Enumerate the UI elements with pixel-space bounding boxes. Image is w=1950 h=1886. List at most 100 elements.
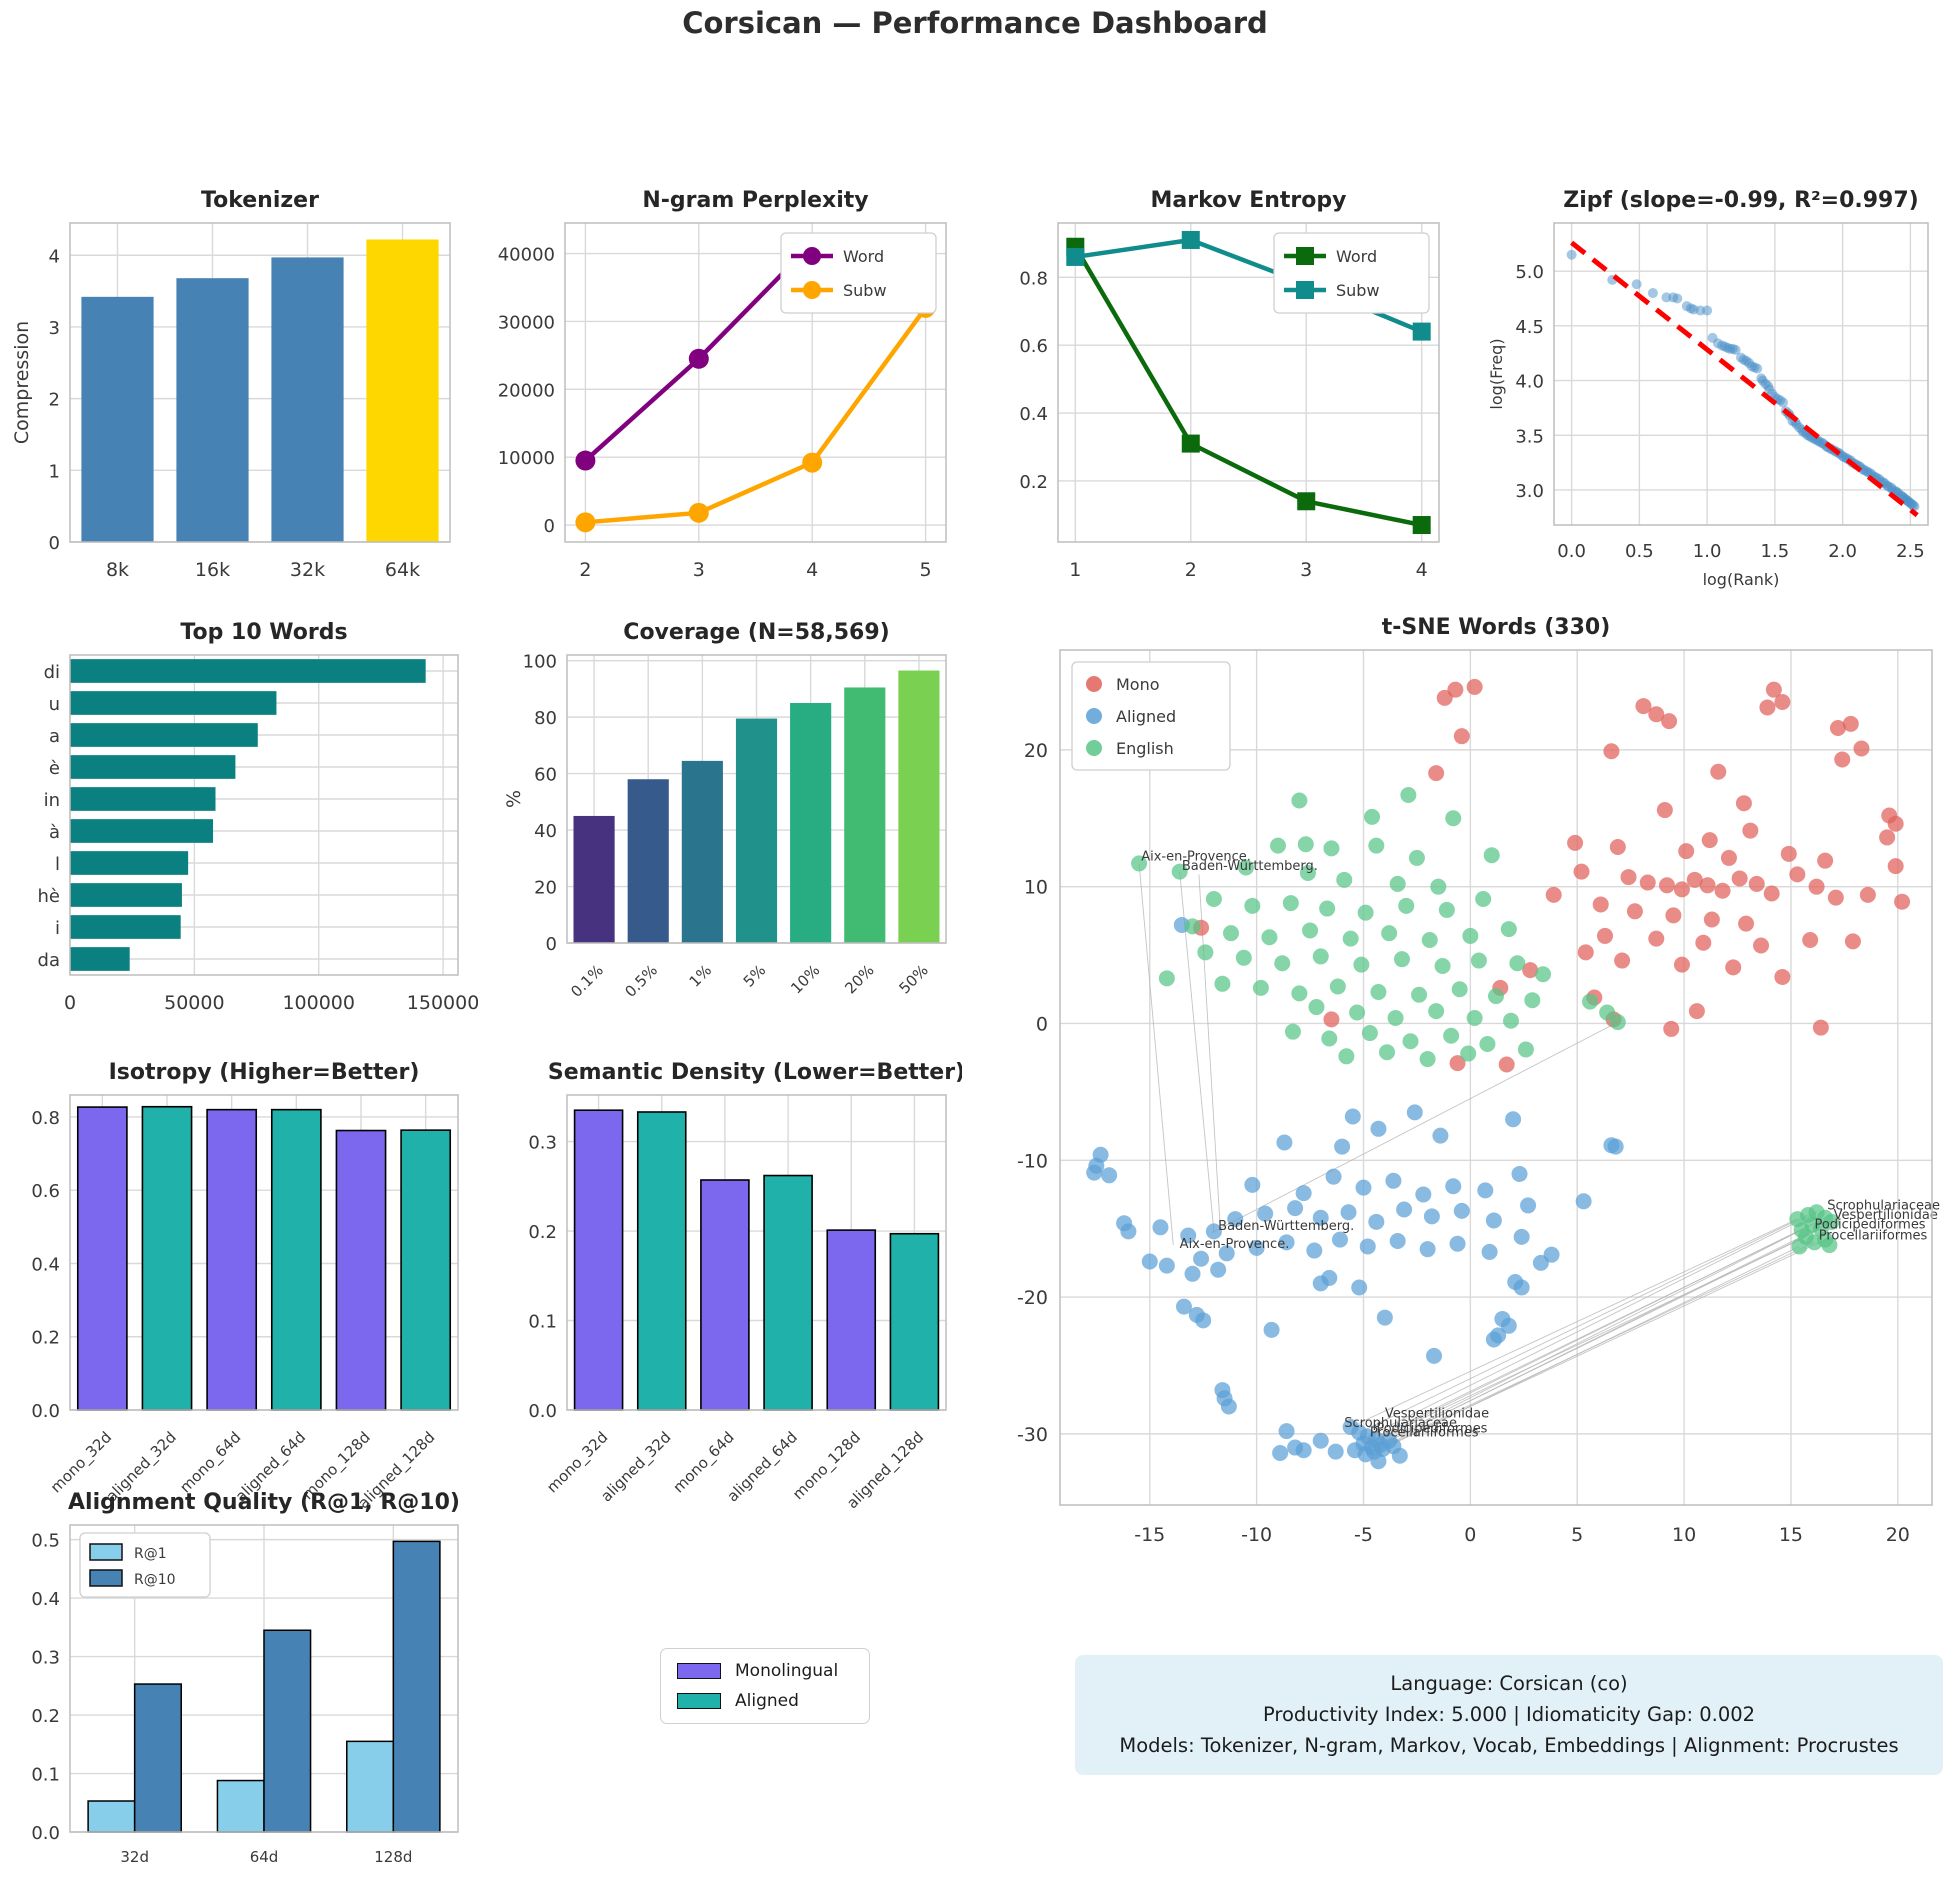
svg-text:8k: 8k xyxy=(106,559,129,581)
svg-text:5: 5 xyxy=(1571,1524,1583,1546)
svg-text:Baden-Württemberg.: Baden-Württemberg. xyxy=(1182,859,1318,874)
svg-text:Zipf (slope=-0.99, R²=0.997): Zipf (slope=-0.99, R²=0.997) xyxy=(1563,188,1918,213)
svg-text:Podicipediformes: Podicipediformes xyxy=(1814,1218,1925,1233)
info-language: Language: Corsican (co) xyxy=(1390,1672,1628,1695)
ngram-perplexity-chart: 0 10000 20000 30000 40000 2 3 4 5 N-gram Perplexi… xyxy=(492,150,962,595)
svg-text:0: 0 xyxy=(544,516,555,537)
svg-text:0.0: 0.0 xyxy=(31,1401,60,1422)
svg-text:di: di xyxy=(44,662,60,683)
svg-text:2: 2 xyxy=(49,390,60,411)
svg-text:0.8: 0.8 xyxy=(31,1108,60,1129)
svg-text:0.6: 0.6 xyxy=(1019,336,1048,357)
svg-text:l: l xyxy=(55,854,60,875)
svg-text:3: 3 xyxy=(693,559,705,581)
svg-text:è: è xyxy=(49,758,60,779)
tokenizer-chart: 0 1 2 3 4 8k 16k 32k 64k Compression Tokenizer xyxy=(8,150,478,595)
svg-text:1: 1 xyxy=(1069,559,1081,581)
svg-text:10%: 10% xyxy=(787,961,823,997)
isotropy-chart: 0.0 0.2 0.4 0.6 0.8 mono_32d aligned_32d mono_6… xyxy=(8,1055,478,1515)
svg-text:0.0: 0.0 xyxy=(31,1823,60,1844)
svg-text:Scrophulariaceae: Scrophulariaceae xyxy=(1827,1199,1940,1214)
aligned-swatch xyxy=(677,1693,721,1709)
svg-text:0.5: 0.5 xyxy=(31,1531,60,1552)
svg-text:128d: 128d xyxy=(374,1848,412,1866)
svg-text:4: 4 xyxy=(806,559,818,581)
svg-text:1.0: 1.0 xyxy=(1693,541,1722,562)
svg-text:40: 40 xyxy=(534,821,557,842)
svg-text:16k: 16k xyxy=(195,559,230,581)
semantic-density-chart: 0.0 0.1 0.2 0.3 mono_32d aligned_32d mono_64d a… xyxy=(492,1055,962,1515)
svg-text:0.0: 0.0 xyxy=(528,1401,557,1422)
svg-text:0.2: 0.2 xyxy=(528,1222,557,1243)
svg-text:1%: 1% xyxy=(686,961,716,991)
svg-text:Word: Word xyxy=(1336,247,1377,266)
svg-text:da: da xyxy=(38,950,60,971)
svg-text:-10: -10 xyxy=(1241,1524,1272,1546)
svg-text:Baden-Württemberg.: Baden-Württemberg. xyxy=(1218,1219,1354,1234)
svg-text:5.0: 5.0 xyxy=(1515,262,1544,283)
svg-text:0.1%: 0.1% xyxy=(567,961,607,1001)
svg-text:0: 0 xyxy=(1464,1524,1476,1546)
monolingual-swatch xyxy=(677,1663,721,1679)
svg-text:64k: 64k xyxy=(385,559,420,581)
markov-entropy-chart: 0.2 0.4 0.6 0.8 1 2 3 4 Markov Entropy Word Subw xyxy=(982,150,1452,595)
svg-text:R@1: R@1 xyxy=(134,1546,167,1562)
svg-text:English: English xyxy=(1116,739,1174,758)
legend-item-monolingual: Monolingual xyxy=(677,1661,853,1681)
svg-text:1: 1 xyxy=(49,461,60,482)
svg-text:Vespertilionidae: Vespertilionidae xyxy=(1834,1208,1938,1223)
svg-text:10: 10 xyxy=(1024,877,1048,899)
svg-text:0.4: 0.4 xyxy=(1019,404,1048,425)
svg-text:-30: -30 xyxy=(1017,1424,1048,1446)
svg-text:0.5: 0.5 xyxy=(1625,541,1654,562)
svg-text:-20: -20 xyxy=(1017,1287,1048,1309)
svg-text:100: 100 xyxy=(523,652,557,673)
svg-text:-10: -10 xyxy=(1017,1150,1048,1172)
svg-text:0.2: 0.2 xyxy=(31,1328,60,1349)
svg-text:60: 60 xyxy=(534,765,557,786)
svg-text:%: % xyxy=(503,790,525,808)
zipf-chart: 3.0 3.5 4.0 4.5 5.0 0.0 0.5 1.0 1.5 2.0 2.5 log(Ran… xyxy=(1472,150,1950,595)
embedding-color-legend: Monolingual Aligned xyxy=(660,1648,870,1724)
svg-text:10: 10 xyxy=(1672,1524,1696,1546)
dashboard-title: Corsican — Performance Dashboard xyxy=(682,6,1268,40)
svg-text:Podicipediformes: Podicipediformes xyxy=(1376,1421,1487,1436)
svg-text:N-gram Perplexity: N-gram Perplexity xyxy=(642,188,868,213)
svg-text:à: à xyxy=(49,822,60,843)
svg-text:Word: Word xyxy=(843,247,884,266)
top-words-chart: di u a è in à l hè i da 0 50000 100000 150000 Top 10 W… xyxy=(8,610,478,1040)
svg-text:32d: 32d xyxy=(120,1848,149,1866)
svg-text:100000: 100000 xyxy=(282,992,355,1014)
svg-text:log(Rank): log(Rank) xyxy=(1703,570,1780,589)
svg-text:0.3: 0.3 xyxy=(31,1648,60,1669)
svg-text:Procellariiformes: Procellariiformes xyxy=(1370,1426,1479,1441)
svg-text:R@10: R@10 xyxy=(134,1572,176,1588)
svg-text:i: i xyxy=(55,918,60,939)
svg-text:20000: 20000 xyxy=(498,380,555,401)
svg-text:15: 15 xyxy=(1779,1524,1803,1546)
svg-text:0.8: 0.8 xyxy=(1019,268,1048,289)
legend-item-aligned: Aligned xyxy=(677,1691,853,1711)
svg-text:0.1: 0.1 xyxy=(31,1765,60,1786)
svg-text:5: 5 xyxy=(920,559,932,581)
svg-text:40000: 40000 xyxy=(498,245,555,266)
svg-text:20: 20 xyxy=(534,878,557,899)
svg-text:in: in xyxy=(44,790,60,811)
svg-text:Aix-en-Provence.: Aix-en-Provence. xyxy=(1141,850,1251,865)
svg-text:4: 4 xyxy=(49,246,60,267)
svg-text:10000: 10000 xyxy=(498,448,555,469)
svg-text:0.4: 0.4 xyxy=(31,1589,60,1610)
svg-text:2: 2 xyxy=(1185,559,1197,581)
svg-text:t-SNE Words (330): t-SNE Words (330) xyxy=(1382,615,1611,640)
svg-text:4.0: 4.0 xyxy=(1515,372,1544,393)
svg-text:Alignment Quality (R@1, R@10): Alignment Quality (R@1, R@10) xyxy=(68,1490,460,1515)
svg-text:5%: 5% xyxy=(740,961,770,991)
svg-text:0: 0 xyxy=(546,934,557,955)
svg-text:Subw: Subw xyxy=(843,281,887,300)
svg-text:mono_64d: mono_64d xyxy=(669,1428,738,1497)
svg-text:0.1: 0.1 xyxy=(528,1312,557,1333)
svg-text:4.5: 4.5 xyxy=(1515,317,1544,338)
svg-text:3.5: 3.5 xyxy=(1515,426,1544,447)
svg-text:0.0: 0.0 xyxy=(1557,541,1586,562)
svg-text:mono_32d: mono_32d xyxy=(543,1428,612,1497)
